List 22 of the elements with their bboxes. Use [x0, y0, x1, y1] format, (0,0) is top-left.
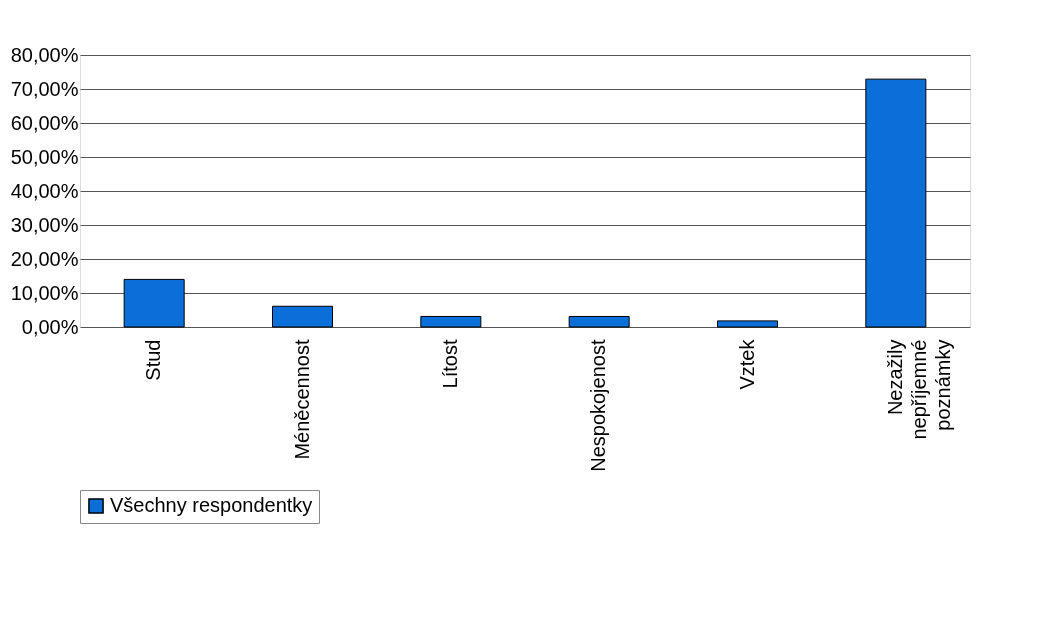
y-tick-label: 40,00% — [10, 179, 79, 202]
x-tick-label: Vztek — [735, 338, 758, 390]
legend-label: Všechny respondentky — [110, 494, 313, 516]
bar — [420, 315, 482, 328]
bar — [272, 305, 333, 328]
y-tick-label: 30,00% — [10, 213, 79, 236]
y-tick-label: 70,00% — [10, 77, 79, 100]
y-tick-label: 10,00% — [10, 281, 79, 304]
x-tick-label: Stud — [142, 339, 165, 381]
y-tick-label: 80,00% — [10, 43, 79, 66]
bar — [568, 315, 630, 328]
x-tick-label: Méněcennost — [290, 339, 313, 460]
bar — [865, 78, 927, 328]
y-tick-label: 0,00% — [21, 315, 79, 338]
bar — [123, 278, 185, 328]
y-tick-label: 60,00% — [10, 111, 79, 134]
bar — [717, 320, 778, 328]
y-tick-label: 50,00% — [10, 145, 79, 168]
y-tick-label: 20,00% — [10, 247, 79, 270]
x-tick-label: Nezažily nepříjemné poznámky — [883, 339, 954, 440]
x-tick-label: Nespokojenost — [587, 339, 610, 472]
x-tick-label: Lítost — [438, 339, 461, 389]
